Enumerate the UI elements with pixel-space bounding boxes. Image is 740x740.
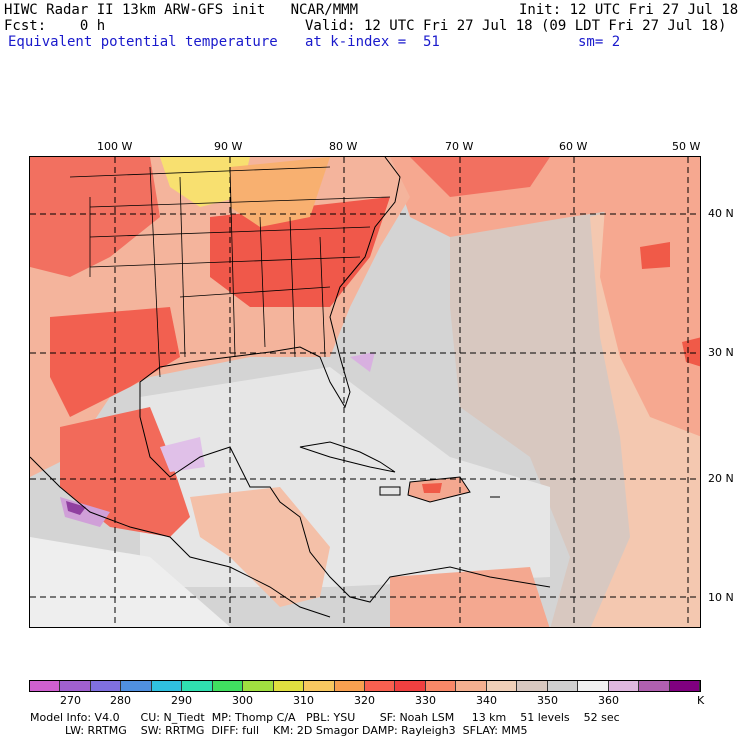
central-america-field: [190, 487, 330, 607]
lon-label-100w: 100 W: [97, 140, 133, 153]
pacific-purple-core: [66, 501, 86, 515]
forecast-hour: Fcst: 0 h: [4, 18, 106, 34]
model-title: HIWC Radar II 13km ARW-GFS init NCAR/MMM: [4, 2, 359, 18]
map-canvas: [30, 157, 700, 627]
colorbar-swatch: [182, 681, 213, 691]
colorbar-tick-290: 290: [171, 694, 192, 707]
model-info-line1: Model Info: V4.0 CU: N_Tiedt MP: Thomp C…: [30, 711, 620, 724]
colorbar-tick-330: 330: [415, 694, 436, 707]
coastline-cuba: [299, 441, 396, 473]
midwest-cool-field: [160, 157, 250, 207]
colorbar-tick-360: 360: [598, 694, 619, 707]
lon-label-60w: 60 W: [559, 140, 588, 153]
great-lakes-field: [230, 157, 330, 227]
colorbar-swatch: [273, 681, 305, 691]
south-america-field: [390, 567, 550, 627]
colorbar-tick-280: 280: [110, 694, 131, 707]
colorbar-swatch: [334, 681, 365, 691]
colorbar-swatch: [456, 681, 487, 691]
colorbar-swatch: [608, 681, 640, 691]
colorbar-swatch: [212, 681, 244, 691]
lon-label-50w: 50 W: [672, 140, 701, 153]
colorbar-swatch: [243, 681, 274, 691]
colorbar-tick-350: 350: [537, 694, 558, 707]
colorbar-swatch: [425, 681, 457, 691]
gulf-purple-patch: [160, 437, 205, 472]
lat-label-40n: 40 N: [708, 207, 734, 220]
east-us-hot-field: [210, 197, 390, 307]
atlantic-hot-spot-2: [682, 337, 700, 367]
colorbar-swatch: [578, 681, 609, 691]
lat-label-10n: 10 N: [708, 591, 734, 604]
init-time: Init: 12 UTC Fri 27 Jul 18: [519, 2, 739, 18]
coastline-hispaniola: [407, 476, 471, 503]
colorbar-swatch: [486, 681, 518, 691]
graticule: [30, 157, 700, 627]
valid-time: Valid: 12 UTC Fri 27 Jul 18 (09 LDT Fri …: [305, 18, 727, 34]
field-name: Equivalent potential temperature: [8, 34, 278, 50]
coastline-jamaica: [379, 486, 401, 496]
coastline-main: [139, 157, 551, 603]
pacific-light-field: [30, 537, 230, 627]
mexico-hot-field: [60, 407, 190, 537]
florida-purple-patch: [350, 352, 375, 372]
level-index: at k-index = 51: [305, 34, 440, 50]
colorbar-swatch: [304, 681, 335, 691]
colorbar-swatch: [60, 681, 91, 691]
colorbar-swatch: [517, 681, 548, 691]
colorbar-tick-300: 300: [232, 694, 253, 707]
smoothing-label: sm= 2: [578, 34, 621, 50]
colorbar-swatch: [30, 681, 61, 691]
colorbar-swatch: [669, 681, 700, 691]
atlantic-warm-core: [600, 187, 700, 437]
colorbar-swatch: [395, 681, 426, 691]
colorbar-tick-310: 310: [293, 694, 314, 707]
model-info-line2: LW: RRTMG SW: RRTMG DIFF: full KM: 2D Sm…: [30, 724, 528, 737]
colorbar-swatch: [121, 681, 152, 691]
colorbar-swatch: [364, 681, 396, 691]
lon-label-80w: 80 W: [329, 140, 358, 153]
north-atlantic-hot: [410, 157, 550, 197]
lon-label-70w: 70 W: [445, 140, 474, 153]
colorbar: [29, 680, 701, 692]
lon-label-90w: 90 W: [214, 140, 243, 153]
colorbar-tick-270: 270: [60, 694, 81, 707]
colorbar-unit: K: [697, 694, 705, 707]
hispaniola-hot-spot: [422, 483, 442, 493]
colorbar-swatch: [547, 681, 579, 691]
colorbar-swatch: [90, 681, 122, 691]
lat-label-20n: 20 N: [708, 472, 734, 485]
lat-label-30n: 30 N: [708, 346, 734, 359]
colorbar-swatch: [151, 681, 183, 691]
atlantic-hot-spot: [640, 242, 670, 269]
colorbar-tick-320: 320: [354, 694, 375, 707]
theta-e-map: [29, 156, 701, 628]
colorbar-tick-340: 340: [476, 694, 497, 707]
west-hot-field: [30, 157, 160, 277]
colorbar-swatch: [639, 681, 670, 691]
